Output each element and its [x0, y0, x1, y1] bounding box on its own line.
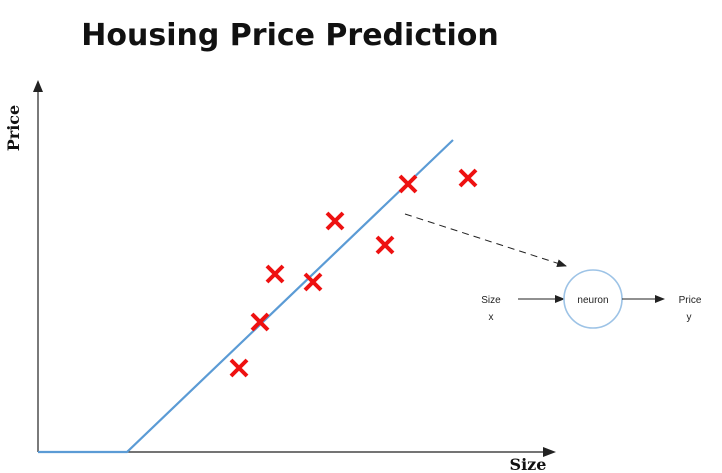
data-point-marker-7 [398, 174, 418, 194]
output-symbol: y [687, 312, 692, 323]
data-point-marker-2 [250, 312, 270, 332]
data-point-marker-5 [325, 211, 345, 231]
input-name: Size [481, 295, 501, 306]
x-axis-label: Size [510, 455, 547, 473]
x-axis-arrow-head-icon [543, 447, 556, 457]
y-axis-label: Price [4, 105, 23, 151]
y-axis-arrow-head-icon [33, 80, 43, 92]
data-point-marker-4 [303, 272, 323, 292]
output-name: Price [679, 295, 702, 306]
data-point-marker-6 [375, 235, 395, 255]
data-points [229, 168, 478, 378]
data-point-marker-1 [229, 358, 249, 378]
dashed-arrow [404, 213, 567, 268]
data-point-marker-8 [458, 168, 478, 188]
page-title: Housing Price Prediction [81, 18, 498, 53]
neuron-label: neuron [577, 295, 608, 306]
neuron-block: Size x neuron Price y [481, 269, 702, 329]
fit-line [38, 139, 454, 454]
input-symbol: x [489, 312, 494, 323]
data-point-marker-3 [265, 264, 285, 284]
